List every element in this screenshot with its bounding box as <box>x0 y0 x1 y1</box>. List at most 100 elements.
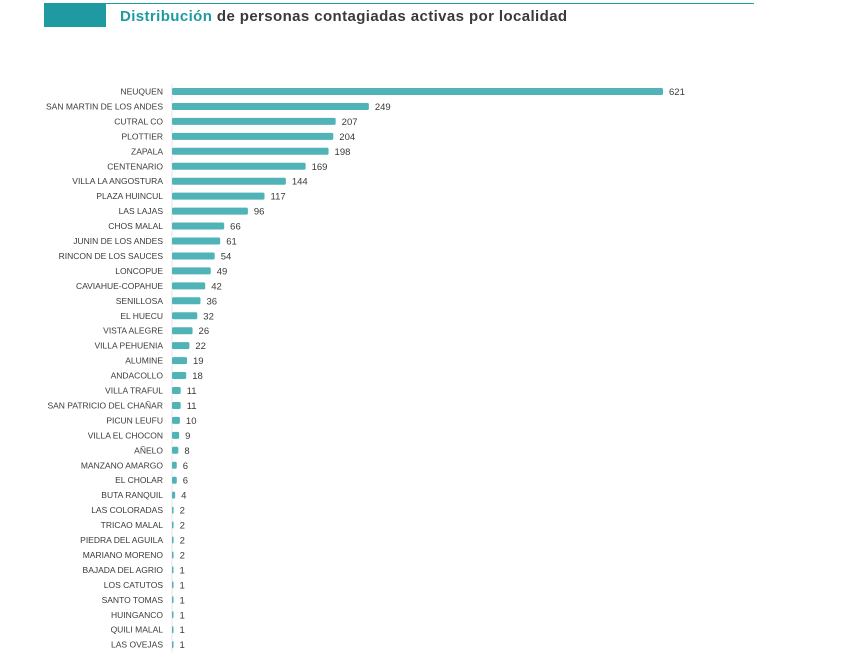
bar <box>172 162 306 170</box>
bar <box>172 147 329 155</box>
value-label: 42 <box>211 281 222 292</box>
title-rule <box>106 3 754 4</box>
chart-title: Distribución de personas contagiadas act… <box>120 8 568 25</box>
value-label: 1 <box>180 595 185 606</box>
bar <box>172 641 174 649</box>
category-label: RINCON DE LOS SAUCES <box>59 251 164 261</box>
value-label: 11 <box>187 386 197 397</box>
value-label: 54 <box>221 251 232 262</box>
value-label: 6 <box>183 461 188 472</box>
bar <box>172 357 188 365</box>
bar <box>172 521 174 529</box>
bar <box>172 596 174 604</box>
category-label: PLAZA HUINCUL <box>96 191 163 201</box>
bar <box>172 207 248 215</box>
category-label: VILLA LA ANGOSTURA <box>72 176 163 186</box>
value-label: 2 <box>180 536 185 547</box>
bar <box>172 372 187 380</box>
category-label: CENTENARIO <box>107 161 163 171</box>
bar <box>172 327 193 335</box>
bar <box>172 536 174 544</box>
category-label: VILLA PEHUENIA <box>94 341 163 351</box>
category-label: AÑELO <box>134 445 163 455</box>
bar <box>172 431 180 439</box>
value-label: 169 <box>312 162 328 173</box>
value-label: 207 <box>342 117 358 128</box>
value-label: 6 <box>183 476 188 487</box>
value-label: 1 <box>180 625 185 636</box>
category-label: CHOS MALAL <box>108 221 163 231</box>
category-label: BUTA RANQUIL <box>101 490 163 500</box>
chart-title-accent: Distribución <box>120 8 213 25</box>
value-label: 49 <box>217 266 228 277</box>
bar <box>172 252 215 260</box>
bar <box>172 491 176 499</box>
value-label: 4 <box>181 491 186 502</box>
value-label: 144 <box>292 177 308 188</box>
category-label: LAS COLORADAS <box>91 505 163 515</box>
value-label: 621 <box>669 87 685 98</box>
value-label: 1 <box>180 580 185 591</box>
bar <box>172 416 180 424</box>
bar <box>172 192 265 200</box>
value-label: 10 <box>186 416 197 427</box>
value-label: 198 <box>335 147 351 158</box>
value-label: 36 <box>206 296 217 307</box>
category-label: LAS OVEJAS <box>111 640 163 650</box>
bar <box>172 387 181 394</box>
category-label: SAN PATRICIO DEL CHAÑAR <box>47 400 163 410</box>
bar <box>172 237 221 245</box>
bar <box>172 177 286 185</box>
bar <box>172 117 336 125</box>
category-label: VISTA ALEGRE <box>103 326 163 336</box>
value-label: 2 <box>180 550 185 561</box>
bar <box>172 132 334 140</box>
category-label: MANZANO AMARGO <box>81 460 164 470</box>
value-label: 18 <box>192 371 203 382</box>
bar <box>172 506 174 514</box>
category-label: HUINGANCO <box>111 610 163 620</box>
category-label: EL CHOLAR <box>115 475 163 485</box>
category-label: PIEDRA DEL AGUILA <box>80 535 163 545</box>
value-label: 8 <box>184 446 189 457</box>
value-label: 2 <box>180 521 185 532</box>
category-label: PLOTTIER <box>121 131 163 141</box>
bar <box>172 267 211 275</box>
value-label: 22 <box>195 341 206 352</box>
bar <box>172 611 174 619</box>
value-label: 117 <box>271 192 286 203</box>
category-label: MARIANO MORENO <box>83 550 164 560</box>
bar <box>172 581 174 589</box>
value-label: 9 <box>185 431 190 442</box>
category-label: TRICAO MALAL <box>101 520 164 530</box>
category-label: JUNIN DE LOS ANDES <box>73 236 163 246</box>
value-label: 1 <box>180 565 185 576</box>
bar <box>172 566 174 574</box>
category-label: EL HUECU <box>120 311 163 321</box>
value-label: 204 <box>339 132 355 143</box>
category-label: QUILI MALAL <box>111 625 164 635</box>
bar <box>172 461 177 469</box>
category-label: LOS CATUTOS <box>104 580 164 590</box>
value-label: 11 <box>187 401 197 412</box>
bar <box>172 102 369 110</box>
category-label: BAJADA DEL AGRIO <box>83 565 164 575</box>
value-label: 1 <box>180 640 185 651</box>
category-label: PICUN LEUFU <box>106 415 163 425</box>
bar <box>172 282 206 290</box>
bar <box>172 551 174 559</box>
category-label: SANTO TOMAS <box>102 595 164 605</box>
category-label: LONCOPUE <box>115 266 163 276</box>
value-label: 61 <box>226 237 237 248</box>
title-accent-block <box>44 3 106 27</box>
bar <box>172 446 179 454</box>
value-label: 66 <box>230 222 241 233</box>
category-label: NEUQUEN <box>120 87 163 97</box>
value-label: 26 <box>199 326 210 337</box>
value-label: 2 <box>180 506 185 517</box>
category-label: ANDACOLLO <box>111 371 164 381</box>
category-label: VILLA EL CHOCON <box>88 430 163 440</box>
bar <box>172 297 201 305</box>
category-label: LAS LAJAS <box>119 206 164 216</box>
